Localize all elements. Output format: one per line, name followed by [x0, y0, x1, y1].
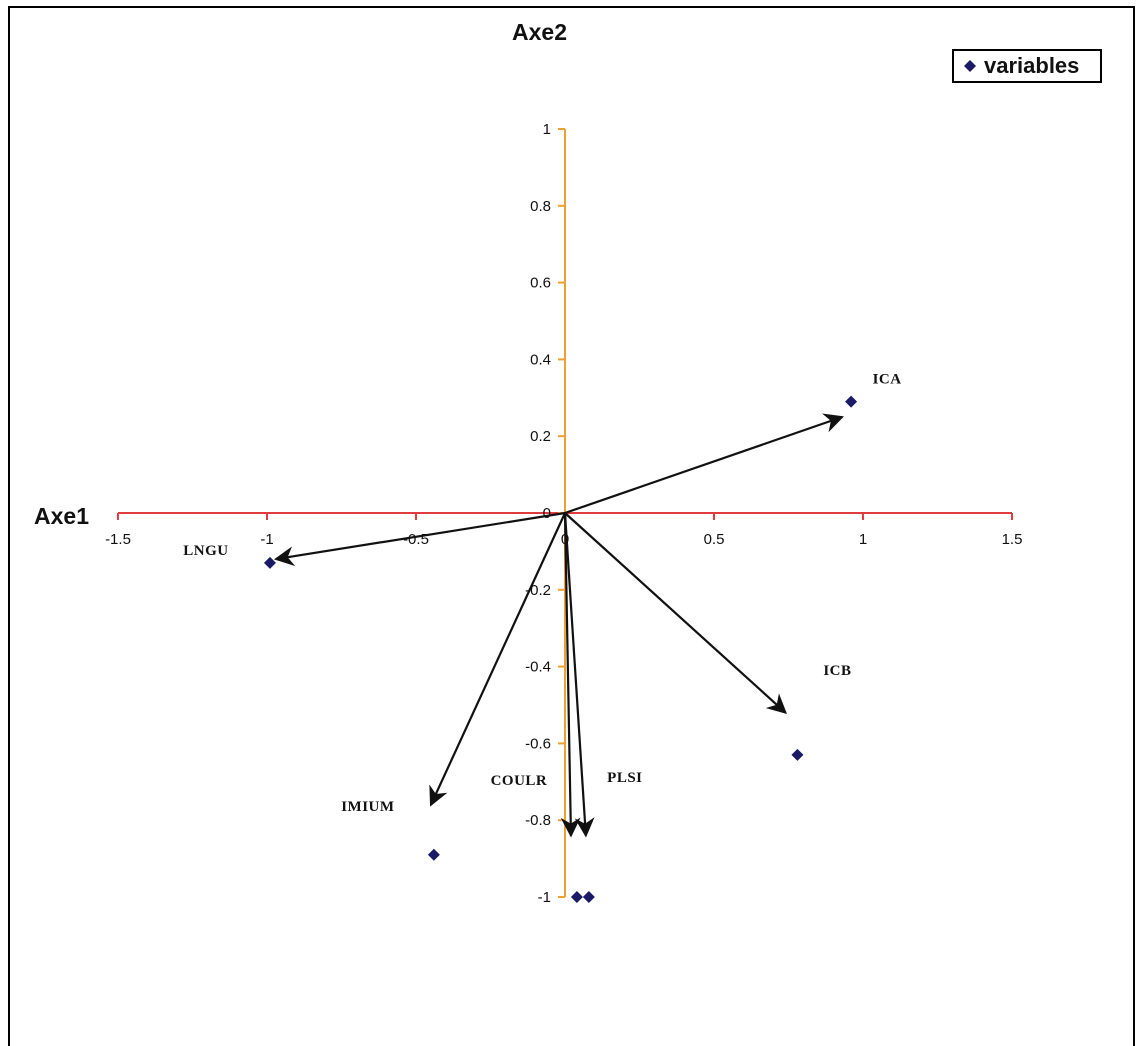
point-ica: [845, 395, 858, 408]
y-tick-label: 0.6: [530, 275, 551, 292]
y-tick-label: -0.8: [525, 812, 551, 829]
y-tick-label: -1: [538, 889, 551, 906]
x-tick-label: -1: [260, 531, 273, 548]
loading-arrow-icb: [564, 512, 787, 715]
x-tick-label: 0.5: [704, 531, 725, 548]
point-label-plsi: PLSI: [607, 770, 642, 786]
y-tick-label: -0.6: [525, 735, 551, 752]
legend: variables: [952, 49, 1102, 83]
point-label-coulr: COULR: [491, 773, 548, 789]
x-tick-label: -0.5: [403, 531, 429, 548]
point-label-icb: ICB: [823, 663, 851, 679]
legend-marker-icon: [964, 60, 976, 72]
y-tick-label: 0: [543, 505, 551, 522]
point-label-ica: ICA: [873, 372, 902, 388]
x-tick-label: 1.5: [1002, 531, 1023, 548]
point-icb: [791, 748, 804, 761]
loading-arrow-coulr: [560, 512, 581, 838]
point-plsi: [582, 891, 595, 903]
legend-label: variables: [984, 53, 1080, 78]
y-tick-label: 0.8: [530, 198, 551, 215]
y-tick-label: -0.4: [525, 659, 551, 676]
loading-arrow-ica: [564, 413, 845, 515]
y-tick-label: 1: [543, 121, 551, 138]
y-tick-label: 0.2: [530, 428, 551, 445]
y-tick-label: 0.4: [530, 351, 551, 368]
chart-frame: [8, 6, 1135, 1046]
y-axis-title: Axe2: [512, 19, 567, 45]
point-lngu: [263, 556, 276, 569]
x-axis-title: Axe1: [34, 503, 89, 529]
loading-arrow-plsi: [563, 512, 595, 838]
point-label-lngu: LNGU: [183, 543, 228, 559]
loading-arrow-imium: [429, 512, 566, 807]
point-label-imium: IMIUM: [341, 799, 394, 815]
point-coulr: [570, 891, 583, 903]
x-tick-label: -1.5: [105, 531, 131, 548]
loading-arrow-lngu: [273, 511, 566, 567]
x-tick-label: 1: [859, 531, 867, 548]
point-imium: [427, 848, 440, 861]
